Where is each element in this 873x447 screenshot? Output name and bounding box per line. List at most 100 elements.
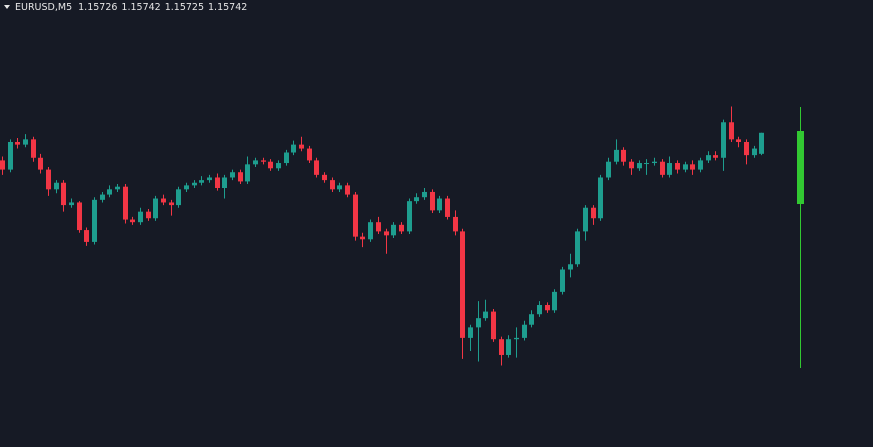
symbol-menu-arrow[interactable]	[4, 5, 10, 9]
candle-body	[729, 122, 734, 140]
candle-body	[23, 139, 28, 145]
candle-body	[721, 122, 726, 158]
candle-body	[199, 180, 204, 183]
candle-body	[376, 222, 381, 232]
candle-body	[92, 199, 97, 242]
candle-body	[215, 177, 220, 189]
candle-body	[744, 141, 749, 156]
plot-area	[0, 106, 764, 366]
candle-body	[660, 161, 665, 175]
candle-body	[307, 148, 312, 161]
candle-body	[637, 163, 642, 169]
candle-body	[268, 161, 273, 169]
indicator-range-bar	[797, 131, 804, 204]
candle-body	[407, 201, 412, 232]
candle-body	[330, 180, 335, 190]
ohlc-readout: 1.15726 1.15742 1.15725 1.15742	[78, 2, 247, 13]
candle-body	[460, 231, 465, 338]
ohlc-high: 1.15742	[121, 2, 160, 13]
candle-body	[514, 337, 519, 340]
candle-body	[453, 216, 458, 232]
ohlc-open: 1.15726	[78, 2, 117, 13]
candle-body	[713, 155, 718, 158]
candle-body	[598, 177, 603, 219]
candle-body	[276, 163, 281, 169]
candle-body	[483, 311, 488, 319]
candle-body	[253, 160, 258, 165]
candle-body	[698, 160, 703, 170]
candle-body	[614, 149, 619, 162]
candle-body	[552, 291, 557, 311]
candle-body	[591, 207, 596, 219]
candle-body	[353, 194, 358, 237]
candle-body	[184, 185, 189, 190]
candle-body	[575, 231, 580, 265]
symbol-title: EURUSD,M5	[15, 2, 72, 13]
candle-body	[706, 155, 711, 161]
candle-body	[360, 236, 365, 240]
candle-body	[345, 185, 350, 195]
candle-body	[222, 177, 227, 189]
candle-body	[107, 189, 112, 195]
candle-body	[192, 182, 197, 186]
candle-body	[384, 231, 389, 236]
candle-body	[522, 324, 527, 338]
candle-body	[284, 152, 289, 164]
candle-body	[77, 202, 82, 231]
candle-body	[169, 202, 174, 206]
candle-body	[61, 182, 66, 206]
candle-body	[752, 148, 757, 156]
candle-body	[54, 182, 59, 190]
candle-body	[161, 198, 166, 203]
candle-body	[230, 172, 235, 178]
candle-body	[468, 327, 473, 338]
candle-body	[46, 169, 51, 190]
candle-body	[291, 144, 296, 153]
candle-body	[529, 314, 534, 325]
candle-body	[414, 197, 419, 202]
candle-body	[261, 160, 266, 162]
candle-body	[445, 198, 450, 217]
candle-body	[683, 164, 688, 170]
candle-body	[491, 311, 496, 340]
candle-body	[583, 207, 588, 232]
candle-body	[430, 191, 435, 211]
candle-body	[322, 174, 327, 181]
candle-body	[499, 339, 504, 355]
candle-body	[138, 211, 143, 223]
candle-body	[690, 164, 695, 170]
candle-body	[238, 172, 243, 182]
candle-body	[245, 164, 250, 182]
candle-body	[399, 224, 404, 232]
candle-body	[146, 211, 151, 219]
candle-body	[476, 318, 481, 328]
candle-body	[736, 139, 741, 142]
candle-body	[123, 186, 128, 220]
candle-body	[675, 163, 680, 170]
candle-body	[545, 305, 550, 311]
candle-body	[299, 144, 304, 149]
candle-body	[337, 185, 342, 190]
candle-body	[207, 177, 212, 181]
candle-body	[84, 230, 89, 242]
candle-body	[759, 132, 764, 154]
candle-body	[621, 149, 626, 162]
candle-body	[15, 141, 20, 145]
ohlc-close: 1.15742	[208, 2, 247, 13]
candle-body	[629, 161, 634, 169]
candle-body	[437, 198, 442, 211]
candle-body	[667, 163, 672, 175]
candle-body	[560, 269, 565, 292]
candle-body	[8, 141, 13, 170]
candle-body	[69, 202, 74, 206]
candle-body	[568, 264, 573, 270]
candle-body	[153, 198, 158, 219]
candle-body	[0, 160, 5, 170]
candle-body	[100, 194, 105, 200]
ohlc-low: 1.15725	[165, 2, 204, 13]
candle-body	[368, 222, 373, 240]
candle-body	[176, 189, 181, 206]
candle-body	[537, 305, 542, 315]
